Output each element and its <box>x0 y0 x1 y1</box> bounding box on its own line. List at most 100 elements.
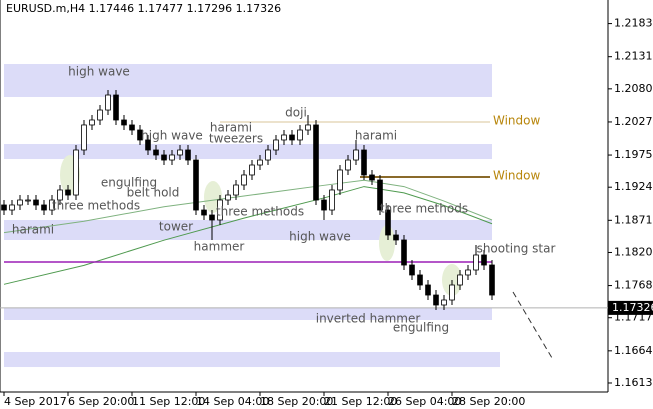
candle-body <box>129 124 135 131</box>
pattern-label: harami <box>12 223 54 237</box>
candle-body <box>121 119 127 126</box>
y-tick-label: 1.21310 <box>614 50 653 63</box>
y-tick-label: 1.20275 <box>614 115 653 128</box>
candle-body <box>169 154 175 161</box>
candle-body <box>137 129 143 141</box>
pattern-label: engulfing <box>101 176 157 190</box>
candle-body <box>393 234 399 241</box>
candle-body <box>225 194 231 201</box>
candle-body <box>481 254 487 266</box>
candle-body <box>313 124 319 201</box>
candle-body <box>353 149 359 161</box>
candle-body <box>345 159 351 171</box>
candle-body <box>233 184 239 196</box>
candle-body <box>209 214 215 221</box>
pattern-label: tweezers <box>209 132 263 146</box>
y-tick-label: 1.19750 <box>614 148 653 161</box>
candle-body <box>49 199 55 211</box>
candle-body <box>257 159 263 166</box>
candle-body <box>449 284 455 301</box>
y-tick-label: 1.21835 <box>614 17 653 30</box>
x-tick-label: 14 Sep 04:00 <box>196 395 269 408</box>
candle-body <box>329 189 335 211</box>
highlight <box>442 264 462 296</box>
candle-body <box>57 189 63 201</box>
pattern-label: hammer <box>194 240 245 254</box>
candle-body <box>281 134 287 141</box>
x-tick-label: 28 Sep 20:00 <box>452 395 525 408</box>
projection <box>512 291 553 359</box>
moving-average <box>3 179 493 234</box>
candle-body <box>177 149 183 156</box>
zone <box>4 352 500 368</box>
pattern-label: high wave <box>141 129 203 143</box>
x-tick-label: 11 Sep 12:00 <box>132 395 205 408</box>
candle-body <box>153 149 159 156</box>
x-tick-label: 6 Sep 20:00 <box>68 395 134 408</box>
zone <box>4 219 492 240</box>
candle-body <box>193 159 199 211</box>
window-label: Window <box>493 114 541 128</box>
pattern-label: belt hold <box>127 186 180 200</box>
candle-body <box>457 274 463 286</box>
y-tick-label: 1.18205 <box>614 245 653 258</box>
candle-body <box>41 204 47 211</box>
pattern-label: three methods <box>380 202 468 216</box>
candle-body <box>369 174 375 181</box>
candle-body <box>65 189 71 196</box>
x-tick-label: 4 Sep 2017 <box>4 395 67 408</box>
pattern-label: three methods <box>52 199 140 213</box>
pattern-label: doji <box>285 106 307 120</box>
candle-body <box>385 209 391 236</box>
zone <box>4 308 492 320</box>
window-label: Window <box>493 168 541 182</box>
candle-body <box>409 264 415 276</box>
candle-body <box>417 274 423 286</box>
y-tick-label: 1.17680 <box>614 279 653 292</box>
pattern-label: tower <box>159 220 193 234</box>
candle-body <box>289 134 295 141</box>
candle-body <box>249 164 255 176</box>
candle-body <box>33 199 39 206</box>
price-box <box>608 300 653 315</box>
candle-body <box>465 269 471 276</box>
x-tick-label: 26 Sep 04:00 <box>388 395 461 408</box>
y-tick-label: 1.16645 <box>614 344 653 357</box>
candle-body <box>113 94 119 121</box>
candle-body <box>297 129 303 141</box>
candle-body <box>161 154 167 161</box>
candle-body <box>305 124 311 131</box>
candle-body <box>145 139 151 151</box>
candle-body <box>1 204 7 211</box>
candle-body <box>185 149 191 161</box>
header: EURUSD.m,H4 1.17446 1.17477 1.17296 1.17… <box>6 2 281 15</box>
candle-body <box>337 169 343 191</box>
candle-body <box>81 124 87 151</box>
candle-body <box>473 254 479 271</box>
candle-body <box>489 264 495 296</box>
zone <box>4 63 492 97</box>
candle-body <box>425 284 431 296</box>
candle-body <box>273 139 279 151</box>
candle-body <box>401 239 407 266</box>
candle-body <box>97 109 103 121</box>
candle-body <box>73 149 79 196</box>
pattern-label: engulfing <box>393 321 449 335</box>
highlight <box>379 225 395 261</box>
candle-body <box>361 149 367 176</box>
candle-body <box>17 199 23 206</box>
y-tick-label: 1.20800 <box>614 82 653 95</box>
pattern-label: high wave <box>289 230 351 244</box>
candle-body <box>433 294 439 306</box>
candle-body <box>441 299 447 306</box>
candle-body <box>241 174 247 186</box>
pattern-label: shooting star <box>477 242 556 256</box>
candle-body <box>377 179 383 211</box>
candle-body <box>217 199 223 221</box>
pattern-label: inverted hammer <box>316 312 421 326</box>
x-tick-label: 18 Sep 20:00 <box>260 395 333 408</box>
candle-body <box>201 209 207 216</box>
candle-body <box>9 204 15 211</box>
pattern-label: three methods <box>216 205 304 219</box>
